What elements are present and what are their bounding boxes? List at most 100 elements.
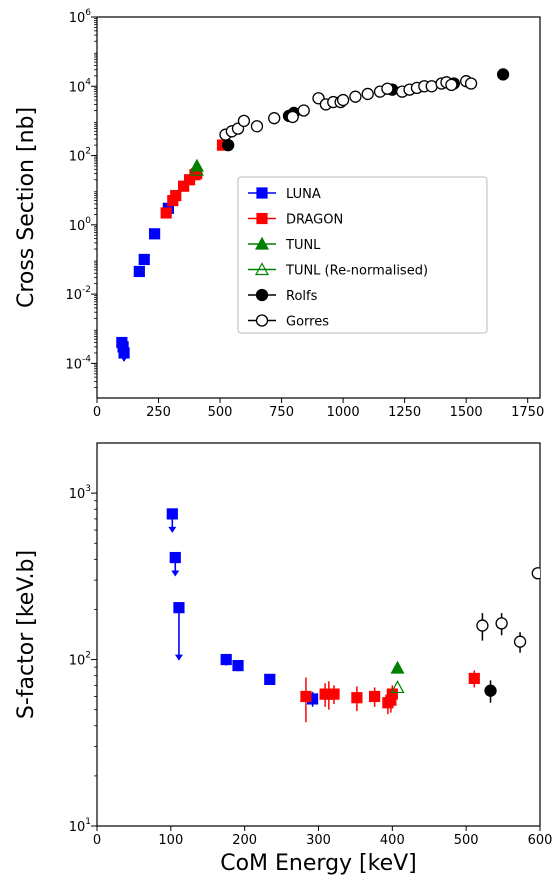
x-tick-label: 0: [93, 405, 101, 420]
upper-limit-arrowhead: [168, 526, 177, 533]
legend-marker-dragon: [256, 212, 268, 225]
y-tick-label: 102: [69, 651, 91, 669]
data-point-luna: [220, 653, 232, 666]
data-point-gorres: [513, 635, 527, 648]
plot-frame: [96, 442, 541, 827]
data-layer: [116, 68, 510, 362]
legend-marker-luna: [256, 187, 268, 199]
legend-item: LUNA: [248, 187, 321, 202]
data-point-tunl-re-normalised: [390, 680, 405, 694]
data-point-luna: [166, 508, 178, 520]
legend: LUNA DRAGON TUNL TUNL (Re-normalised) Rolfs G…: [237, 176, 488, 334]
data-point-luna: [148, 228, 161, 240]
chart-panel-2: 0 100 200 300 400 500 600 101 102 103 S-factor [ke…: [14, 442, 553, 876]
legend-label: Rolfs: [286, 289, 318, 304]
legend-item: Rolfs: [248, 288, 318, 304]
data-point-tunl: [189, 158, 204, 172]
data-point-dragon: [468, 672, 480, 685]
data-point-tunl-re-normalised: [189, 162, 204, 176]
y-tick-label: 10-2: [65, 285, 91, 303]
x-tick-label: 1750: [511, 405, 544, 420]
x-tick-label: 1250: [388, 405, 421, 420]
x-tick-label: 1500: [450, 405, 483, 420]
data-point-dragon: [300, 690, 312, 703]
series-luna: [116, 202, 174, 362]
legend-item: Gorres: [248, 314, 329, 330]
data-point-gorres: [268, 112, 281, 125]
x-tick-label: 400: [380, 833, 405, 848]
y-tick-label: 102: [69, 147, 91, 165]
data-point-luna: [138, 253, 150, 266]
data-point-dragon: [178, 180, 190, 192]
x-tick-label: 100: [158, 833, 183, 848]
data-point-dragon: [386, 688, 398, 700]
y-tick-label: 101: [69, 817, 91, 835]
x-tick-label: 250: [146, 405, 171, 420]
x-tick-label: 200: [232, 833, 257, 848]
upper-limit-arrowhead: [171, 570, 180, 577]
y-tick-label: 103: [69, 484, 91, 502]
y-axis-label: Cross Section [nb]: [14, 107, 39, 308]
legend-marker-gorres: [255, 314, 269, 327]
series-tunl-re-normalised: [189, 162, 204, 176]
y-tick-label: 106: [69, 8, 92, 26]
legend-label: TUNL (Re-normalised): [285, 264, 428, 279]
series-luna: [166, 508, 319, 707]
data-point-luna: [232, 659, 244, 672]
data-point-luna: [169, 551, 181, 564]
data-point-gorres: [476, 619, 489, 632]
x-tick-label: 0: [93, 833, 101, 848]
series-tunl: [189, 158, 204, 172]
legend-label: LUNA: [286, 187, 321, 202]
legend-marker-tunl: [254, 236, 270, 250]
upper-limit-arrowhead: [174, 654, 183, 661]
data-point-luna: [264, 673, 276, 685]
legend-label: DRAGON: [286, 213, 343, 228]
data-point-gorres: [361, 87, 374, 101]
data-point-gorres: [286, 110, 299, 124]
y-tick-label: 100: [69, 216, 92, 234]
data-point-dragon: [160, 207, 172, 219]
legend-box: [237, 176, 488, 334]
plot-frame: [96, 16, 541, 399]
y-tick-label: 104: [69, 77, 92, 95]
data-point-luna: [118, 347, 130, 359]
series-gorres: [219, 75, 478, 141]
series-tunl: [390, 660, 405, 674]
data-point-gorres: [495, 617, 508, 630]
legend-item: TUNL: [248, 236, 321, 253]
y-axis-label: S-factor [keV.b]: [14, 550, 39, 719]
data-layer: [166, 508, 540, 723]
data-point-dragon: [351, 692, 363, 704]
x-axis-label: CoM Energy [keV]: [220, 851, 417, 876]
x-tick-label: 750: [269, 405, 294, 420]
data-point-rolfs: [484, 684, 497, 697]
data-point-dragon: [369, 690, 381, 703]
legend-item: TUNL (Re-normalised): [248, 262, 428, 279]
data-point-luna: [173, 602, 185, 614]
y-tick-label: 10-4: [65, 354, 91, 372]
series-tunl-re-normalised: [390, 680, 405, 694]
data-point-gorres: [250, 120, 264, 133]
chart-panel-1: 0 250 500 750 1000 1250 1500 1750 10-4 10-2 100 102…: [14, 8, 544, 420]
series-rolfs: [484, 680, 497, 703]
data-point-gorres: [336, 93, 350, 107]
data-point-gorres: [531, 567, 540, 580]
data-point-gorres: [297, 104, 310, 117]
data-point-luna: [133, 265, 145, 278]
series-gorres: [476, 567, 540, 653]
legend-label: Gorres: [286, 315, 329, 330]
data-point-gorres: [237, 114, 251, 128]
data-point-rolfs: [496, 68, 510, 81]
data-point-gorres: [464, 77, 478, 90]
x-tick-label: 600: [528, 833, 553, 848]
x-tick-label: 500: [454, 833, 479, 848]
legend-marker-tunl-re-normalised: [254, 262, 270, 276]
x-tick-label: 500: [208, 405, 233, 420]
data-point-dragon: [328, 688, 340, 700]
legend-marker-rolfs: [255, 288, 269, 302]
data-point-gorres: [381, 82, 394, 95]
x-tick-label: 300: [306, 833, 331, 848]
